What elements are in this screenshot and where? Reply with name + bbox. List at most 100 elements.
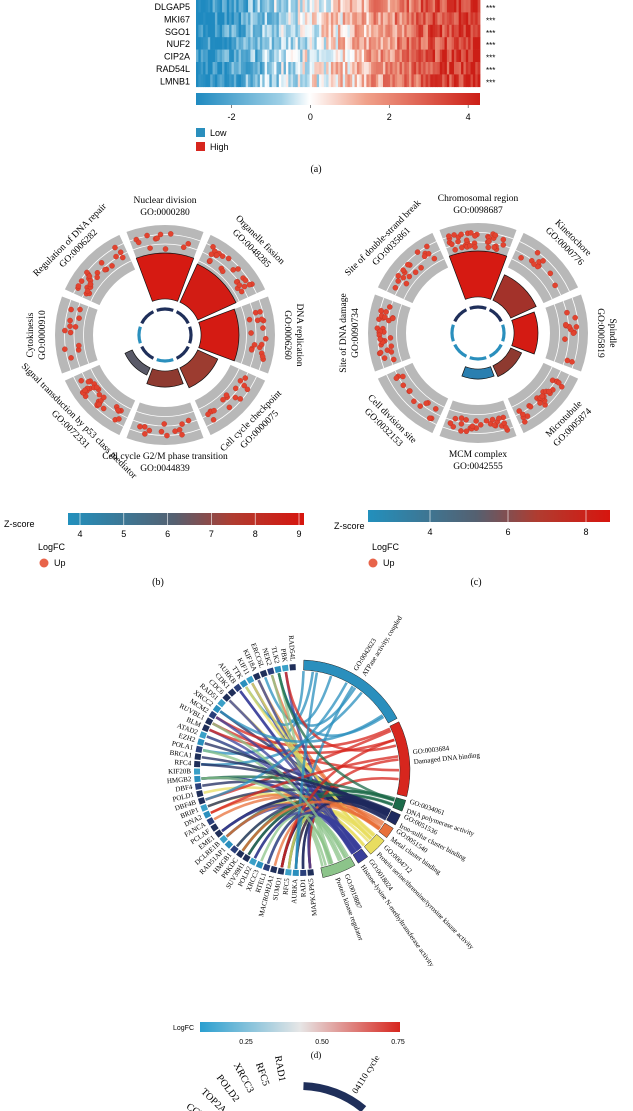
- heatmap-cell: [453, 37, 457, 50]
- heatmap-cell: [330, 74, 334, 88]
- heatmap-cell: [399, 12, 403, 26]
- term-ring: [232, 296, 275, 374]
- gene-box: [285, 868, 292, 876]
- heatmap-cell: [394, 24, 398, 38]
- heatmap-cell: [406, 24, 410, 38]
- heatmap-cell: [475, 0, 479, 13]
- logfc-label: LogFC: [173, 1025, 194, 1032]
- heatmap-cell: [439, 49, 443, 63]
- heatmap-cell: [380, 37, 384, 50]
- gene-point: [383, 309, 389, 315]
- heatmap-cell: [269, 62, 273, 75]
- heatmap-cell: [314, 62, 318, 75]
- z-score-colorbar: [196, 93, 480, 105]
- gene-point: [472, 244, 478, 250]
- heatmap-cell: [302, 62, 306, 75]
- gene-point: [486, 238, 492, 245]
- heatmap-cell: [373, 62, 377, 75]
- heatmap-cell: [335, 0, 339, 13]
- gene-point: [232, 394, 239, 401]
- heatmap-cell: [248, 62, 251, 75]
- gene-point: [142, 431, 148, 437]
- heatmap-cell: [210, 62, 213, 75]
- colorbar-tick-label: 6: [165, 529, 170, 539]
- heatmap-cell: [390, 62, 393, 75]
- heatmap-cell: [340, 37, 344, 50]
- heatmap-cell: [399, 24, 403, 38]
- gene-label: MKI67: [164, 14, 190, 24]
- gene-point: [158, 428, 165, 435]
- heatmap-cell: [368, 74, 372, 88]
- heatmap-cell: [226, 0, 230, 13]
- heatmap-cell: [262, 49, 266, 63]
- chord: [201, 763, 391, 814]
- heatmap-cell: [456, 62, 460, 75]
- heatmap-cell: [309, 37, 313, 50]
- heatmap-cell: [475, 62, 479, 75]
- term-label: Spindle: [607, 318, 617, 347]
- heatmap-cell: [404, 24, 408, 38]
- heatmap-cell: [472, 49, 476, 63]
- logfc-arc: [140, 345, 155, 360]
- gene-point: [210, 417, 217, 423]
- gene-point: [496, 415, 502, 422]
- gene-point: [147, 245, 153, 251]
- ring-gridline: [386, 374, 437, 425]
- heatmap-cell: [229, 37, 232, 50]
- ring-gridline: [553, 304, 560, 362]
- heatmap-cell: [274, 62, 277, 75]
- ring-gridline: [394, 249, 441, 296]
- heatmap-cell: [338, 0, 341, 13]
- heatmap-cell: [203, 12, 206, 26]
- heatmap-cell: [311, 12, 315, 26]
- heatmap-cell: [267, 49, 270, 63]
- term-ring: [507, 232, 579, 304]
- heatmap-cell: [319, 24, 322, 38]
- heatmap-cell: [316, 12, 320, 26]
- heatmap-cell: [198, 12, 202, 26]
- heatmap-cell: [394, 62, 398, 75]
- term-bar: [179, 263, 237, 321]
- heatmap-cell: [463, 74, 467, 88]
- heatmap-cell: [437, 12, 441, 26]
- heatmap-cell: [411, 74, 415, 88]
- heatmap-cell: [413, 62, 417, 75]
- heatmap-cell: [375, 62, 379, 75]
- gene-point: [564, 309, 570, 316]
- heatmap-cell: [309, 12, 313, 26]
- gene-point: [390, 315, 396, 322]
- heatmap-cell: [233, 37, 237, 50]
- heatmap-cell: [300, 74, 303, 88]
- gene-point: [141, 424, 148, 430]
- heatmap-cell: [210, 12, 213, 26]
- heatmap-cell: [463, 62, 467, 75]
- heatmap-cell: [297, 24, 301, 38]
- heatmap-cell: [406, 49, 410, 63]
- heatmap-cell: [295, 37, 299, 50]
- gene-point: [248, 347, 255, 353]
- heatmap-cell: [229, 0, 232, 13]
- heatmap-cell: [356, 37, 360, 50]
- heatmap-cell: [255, 24, 258, 38]
- gene-box: [259, 669, 268, 678]
- heatmap-cell: [375, 24, 379, 38]
- gene-point: [179, 431, 185, 438]
- heatmap-cell: [293, 37, 296, 50]
- heatmap-cell: [427, 62, 431, 75]
- heatmap-cell: [342, 37, 346, 50]
- heatmap-cell: [347, 0, 351, 13]
- logfc-label: LogFC: [38, 542, 66, 552]
- heatmap-cell: [430, 0, 434, 13]
- heatmap-cell: [371, 62, 374, 75]
- heatmap-cell: [409, 74, 412, 88]
- heatmap-cell: [437, 0, 441, 13]
- legend-high-label: High: [210, 142, 229, 152]
- gene-point: [417, 403, 423, 409]
- heatmap-cell: [257, 62, 261, 75]
- term-label: Cell cycle G2/M phase transition: [102, 452, 228, 462]
- heatmap-cell: [387, 74, 391, 88]
- heatmap-cell: [236, 24, 239, 38]
- heatmap-cell: [465, 62, 469, 75]
- heatmap-cell: [231, 24, 235, 38]
